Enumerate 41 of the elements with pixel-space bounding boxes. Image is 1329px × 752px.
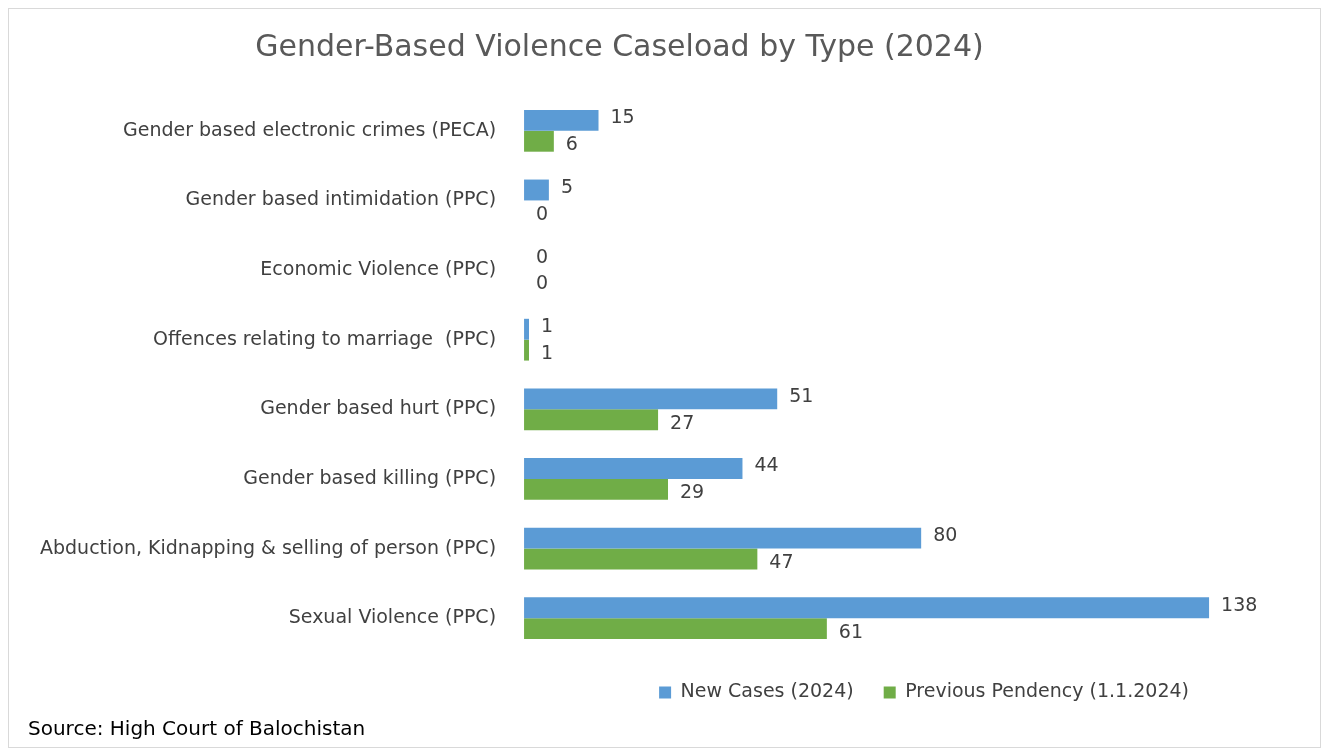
data-label: 27 xyxy=(670,410,695,433)
data-label: 6 xyxy=(565,132,578,155)
bar xyxy=(524,339,530,361)
bar xyxy=(524,109,599,131)
data-label: 47 xyxy=(769,549,794,572)
data-label: 0 xyxy=(536,244,549,267)
bar xyxy=(524,527,922,549)
bar xyxy=(524,318,530,340)
bar xyxy=(524,388,778,410)
bar xyxy=(524,618,827,640)
source-note: Source: High Court of Balochistan xyxy=(28,716,366,740)
bar xyxy=(524,548,758,570)
data-label: 51 xyxy=(789,383,814,406)
data-label: 1 xyxy=(541,341,554,364)
bar xyxy=(524,130,554,152)
data-label: 138 xyxy=(1221,592,1258,615)
data-label: 5 xyxy=(560,174,573,197)
legend-label: New Cases (2024) xyxy=(680,679,854,702)
data-label: 44 xyxy=(754,453,779,476)
y-tick-label: Gender based hurt (PPC) xyxy=(260,396,497,419)
bar xyxy=(524,409,659,431)
y-tick-label: Offences relating to marriage (PPC) xyxy=(153,326,497,349)
data-label: 29 xyxy=(680,480,705,503)
data-label: 15 xyxy=(610,105,635,128)
y-tick-label: Sexual Violence (PPC) xyxy=(288,605,497,628)
bar xyxy=(524,458,743,479)
y-tick-label: Abduction, Kidnapping & selling of person (PPC) xyxy=(39,535,497,558)
data-label: 0 xyxy=(536,201,549,224)
data-label: 61 xyxy=(838,619,864,642)
legend-label: Previous Pendency (1.1.2024) xyxy=(905,679,1190,702)
data-label: 80 xyxy=(933,523,958,546)
chart-title: Gender-Based Violence Caseload by Type (2024) xyxy=(255,27,984,63)
bar xyxy=(524,179,549,201)
y-tick-label: Economic Violence (PPC) xyxy=(260,257,497,279)
bar xyxy=(524,478,669,500)
data-label: 0 xyxy=(536,271,549,294)
y-tick-label: Gender based killing (PPC) xyxy=(243,465,497,488)
data-label: 1 xyxy=(541,314,554,337)
bar xyxy=(524,597,1210,619)
y-tick-label: Gender based electronic crimes (PECA) xyxy=(122,117,497,140)
y-tick-label: Gender based intimidation (PPC) xyxy=(185,187,497,210)
